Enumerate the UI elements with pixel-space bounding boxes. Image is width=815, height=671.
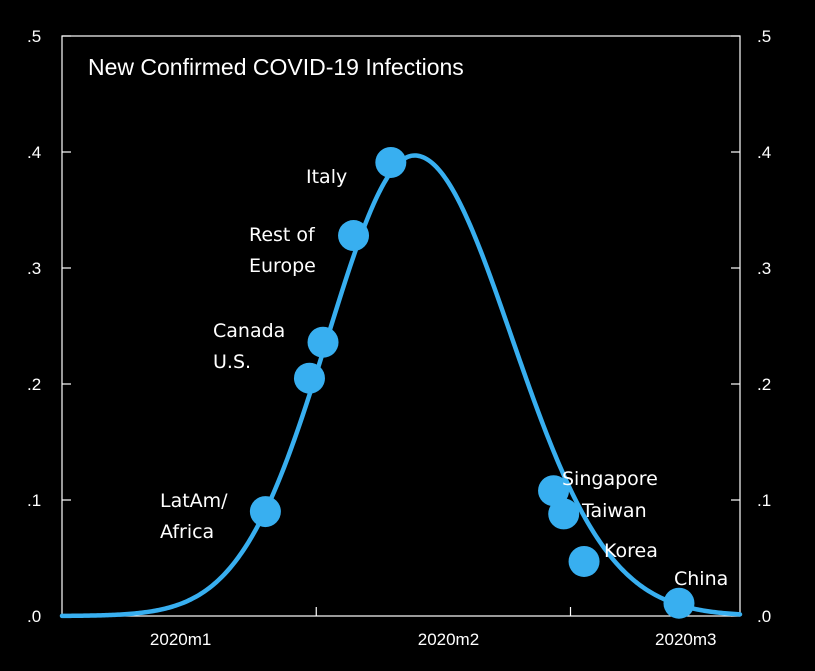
x-tick-label: 2020m2 — [418, 630, 479, 649]
point-label-korea: Korea — [604, 540, 658, 562]
point-label-latam-africa: Africa — [160, 521, 214, 543]
x-tick-label: 2020m3 — [655, 630, 716, 649]
point-u-s — [293, 362, 325, 394]
plot-frame — [61, 35, 741, 617]
chart-title: New Confirmed COVID-19 Infections — [88, 54, 464, 80]
point-label-taiwan: Taiwan — [581, 500, 647, 522]
y-tick-label-left: .4 — [27, 143, 41, 162]
point-label-u-s: U.S. — [213, 351, 251, 373]
y-tick-label-left: .0 — [27, 607, 41, 626]
y-tick-label-left: .2 — [27, 375, 41, 394]
point-label-canada: Canada — [213, 320, 285, 342]
y-tick-label-right: .0 — [757, 607, 771, 626]
point-canada — [307, 326, 339, 358]
point-italy — [375, 146, 407, 178]
point-label-latam-africa: LatAm/ — [160, 490, 228, 512]
y-tick-label-left: .3 — [27, 259, 41, 278]
x-tick-label: 2020m1 — [150, 630, 211, 649]
y-tick-label-right: .4 — [757, 143, 771, 162]
y-tick-label-right: .3 — [757, 259, 771, 278]
y-tick-label-right: .2 — [757, 375, 771, 394]
point-latam-africa — [249, 496, 281, 528]
point-label-china: China — [674, 568, 728, 590]
y-tick-label-right: .5 — [757, 27, 771, 46]
point-rest-of-europe — [338, 220, 370, 252]
y-tick-label-left: .5 — [27, 27, 41, 46]
y-tick-label-right: .1 — [757, 491, 771, 510]
point-korea — [568, 545, 600, 577]
y-tick-label-left: .1 — [27, 491, 41, 510]
point-taiwan — [548, 498, 580, 530]
point-label-rest-of-europe: Europe — [249, 255, 316, 277]
point-singapore — [538, 475, 570, 507]
point-label-italy: Italy — [306, 166, 347, 188]
point-china — [663, 587, 695, 619]
point-label-rest-of-europe: Rest of — [249, 224, 316, 246]
point-label-singapore: Singapore — [562, 468, 658, 490]
